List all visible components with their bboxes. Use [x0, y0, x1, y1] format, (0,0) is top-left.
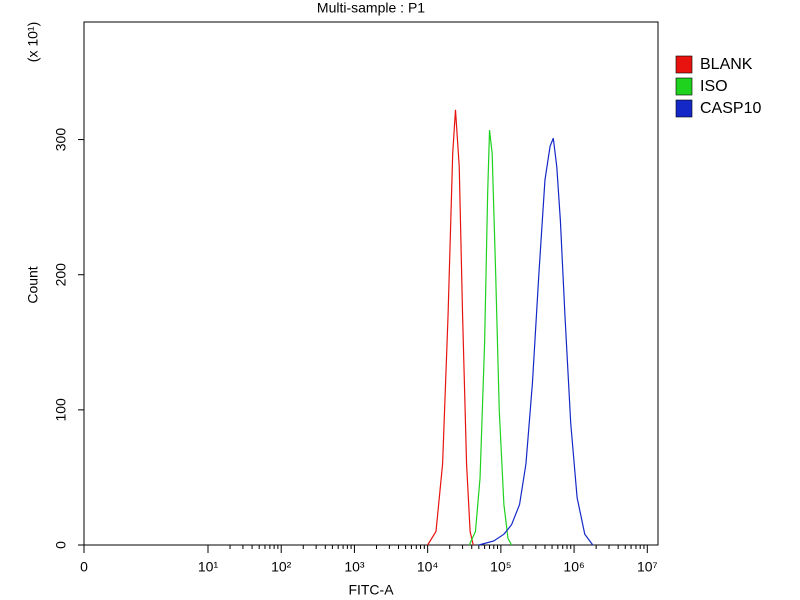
x-tick-label: 10⁷	[637, 559, 658, 575]
histogram-line	[478, 138, 594, 546]
legend-swatch	[675, 77, 693, 96]
x-tick-label: 10³	[344, 559, 365, 575]
y-multiplier: (x 10¹)	[25, 22, 41, 62]
x-tick-label: 10⁴	[417, 559, 439, 575]
y-tick-label: 100	[53, 398, 69, 422]
legend-label: BLANK	[700, 56, 753, 73]
chart-title: Multi-sample : P1	[317, 0, 425, 16]
x-axis-label: FITC-A	[348, 582, 394, 598]
y-tick-label: 0	[53, 541, 69, 549]
x-tick-label: 0	[80, 559, 88, 575]
legend-swatch	[675, 99, 693, 118]
x-tick-label: 10¹	[198, 559, 219, 575]
x-tick-label: 10²	[271, 559, 292, 575]
histogram-line	[468, 130, 513, 546]
legend-label: CASP10	[700, 100, 761, 117]
y-tick-label: 300	[53, 128, 69, 152]
y-axis-label: Count	[25, 266, 41, 303]
plot-frame	[83, 21, 659, 546]
x-tick-label: 10⁵	[490, 559, 511, 575]
y-tick-label: 200	[53, 263, 69, 287]
legend-swatch	[675, 55, 693, 74]
x-tick-label: 10⁶	[563, 559, 584, 575]
legend-label: ISO	[700, 78, 728, 95]
histogram-line	[427, 109, 474, 546]
